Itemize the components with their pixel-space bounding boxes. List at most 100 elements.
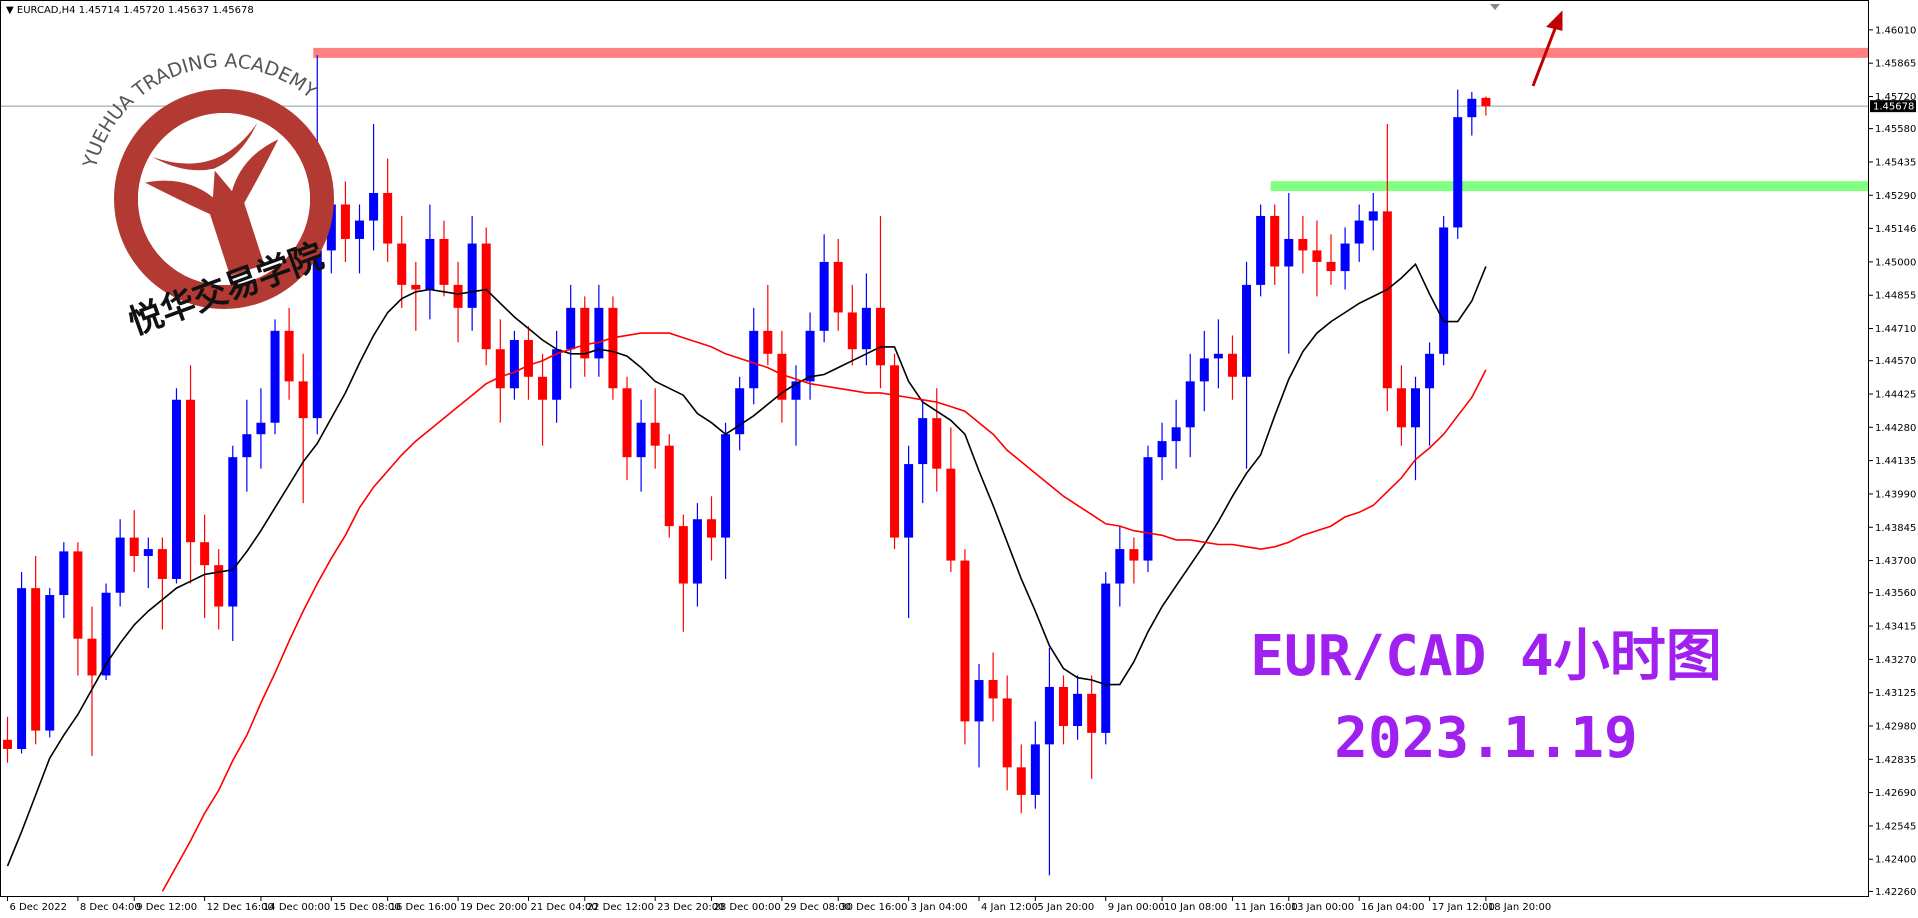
candle-body [622,388,632,458]
candle-body [777,353,787,400]
candle-body [453,284,463,308]
y-tick-label: 1.43270 [1875,655,1916,666]
candle-body [129,537,139,556]
x-tick-label: 30 Dec 16:00 [840,902,907,913]
candle-body [946,468,956,561]
candle-body [31,588,41,731]
candle-body [340,204,350,239]
candle-body [538,376,548,400]
x-tick-label: 16 Dec 16:00 [390,902,457,913]
candle-body [890,365,900,538]
candle-body [552,349,562,400]
candle-body [157,549,167,579]
arrow-shaft [1531,25,1558,87]
candle-body [988,680,998,699]
y-tick-label: 1.46010 [1875,25,1916,36]
y-tick-label: 1.45580 [1875,124,1916,135]
y-tick-label: 1.42545 [1875,821,1916,832]
candle-body [1129,549,1139,561]
current-price-label: 1.45678 [1873,102,1914,113]
x-tick-label: 29 Dec 08:00 [784,902,851,913]
candle-body [974,680,984,722]
candle-body [904,464,914,538]
y-tick-label: 1.43560 [1875,588,1916,599]
y-tick-label: 1.44135 [1875,456,1916,467]
candle-body [1326,261,1336,272]
candle-body [566,307,576,350]
candle-body [1453,117,1463,228]
candle-body [1256,215,1266,285]
x-tick-label: 12 Dec 16:00 [207,902,274,913]
candle-body [1284,238,1294,267]
candle-body [918,418,928,465]
x-tick-label: 23 Dec 20:00 [657,902,724,913]
x-tick-label: 13 Jan 00:00 [1291,902,1354,913]
candle-body [1115,549,1125,584]
candle-body [45,595,55,731]
candle-body [17,588,27,749]
candle-body [1396,388,1406,428]
y-tick-label: 1.42260 [1875,887,1916,898]
candle-body [1425,353,1435,389]
x-tick-label: 15 Dec 08:00 [333,902,400,913]
candle-body [664,445,674,527]
candle-body [73,551,83,639]
candle-body [523,340,533,377]
candle-body [101,592,111,676]
y-tick-label: 1.43700 [1875,556,1916,567]
candle-body [355,220,364,239]
candle-body [1157,441,1167,458]
x-tick-label: 17 Jan 12:00 [1432,902,1495,913]
candle-body [1185,381,1195,428]
candle-body [1411,388,1420,428]
scroll-marker [1490,4,1500,10]
symbol: EURCAD,H4 [17,5,76,16]
candle-body [749,330,759,389]
candle-body [369,192,379,221]
candle-body [326,204,336,251]
candle-body [1199,358,1209,382]
candle-body [692,519,702,584]
candle-body [495,349,505,389]
candle-body [59,551,69,596]
candle-body [805,330,815,382]
candle-body [200,542,210,566]
candle-body [1044,686,1054,745]
candle-body [1101,583,1111,733]
candle-body [186,399,196,543]
candle-body [87,638,97,676]
arrow-head [1546,10,1563,31]
candle-body [932,418,942,469]
candle-body [960,560,970,722]
y-tick-label: 1.44280 [1875,423,1916,434]
candle-body [735,388,745,435]
candle-body [1002,698,1012,768]
y-tick-label: 1.45000 [1875,257,1916,268]
candle-body [270,330,280,423]
candle-body [1270,215,1280,267]
candle-body [171,399,181,579]
candle-body [1087,693,1097,733]
candle-body [861,307,871,350]
x-tick-label: 19 Dec 20:00 [460,902,527,913]
current-price-box [1870,100,1916,113]
candle-body [650,422,660,446]
candle-body [1059,686,1068,726]
candle-body [298,381,308,419]
candle-body [1368,211,1378,221]
candle-body [1073,693,1083,726]
chart-header: ▼ EURCAD,H4 1.45714 1.45720 1.45637 1.45… [6,5,254,16]
candle-body [509,340,519,389]
annotation: EUR/CAD 4小时图 [1250,624,1721,689]
y-tick-label: 1.45146 [1875,224,1916,235]
logo-emblem-top [152,123,258,171]
candle-body [608,307,618,389]
candle-body [819,261,829,331]
candle-body [1340,243,1350,272]
plot-area [0,47,1869,892]
candle-body [1143,457,1153,561]
logo-emblem [145,139,279,276]
candle-body [425,238,435,290]
candle-body [143,549,153,556]
